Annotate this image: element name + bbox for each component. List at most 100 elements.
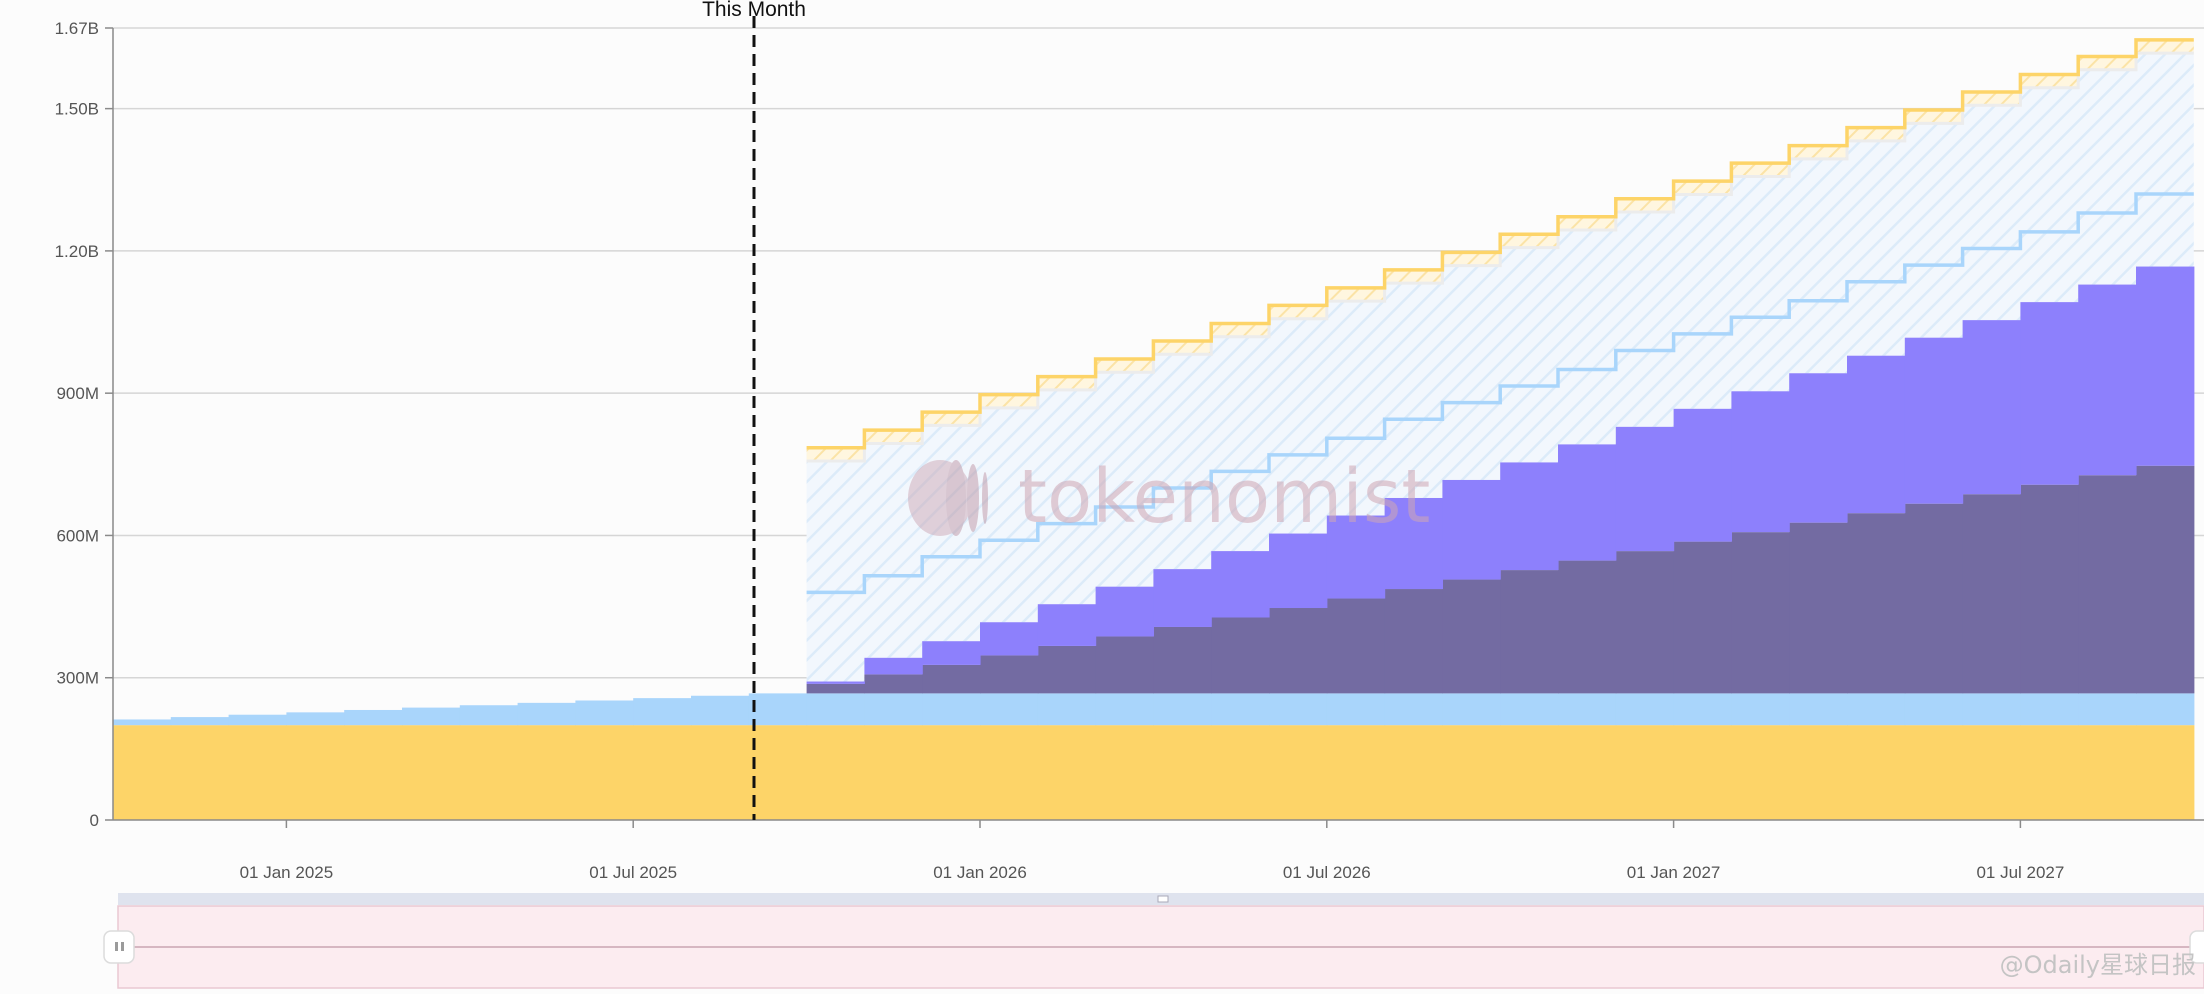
area-step [1673,725,1732,820]
y-tick-label: 1.50B [55,100,99,119]
area-step [806,683,865,694]
area-step [1326,598,1386,694]
watermark-text: tokenomist [1018,454,1430,540]
area-step [1384,589,1443,694]
area-step [1037,604,1097,646]
area-step [1500,725,1559,820]
area-step [1673,693,1732,726]
area-step [806,681,865,684]
area-step [1731,725,1790,820]
area-step [2020,302,2079,485]
area-step [922,693,981,726]
area-step [1442,725,1501,820]
area-step [1211,693,1270,726]
range-navigator[interactable] [103,893,2204,989]
area-step [170,725,230,820]
area-step [1153,725,1212,820]
area-step [1269,608,1328,694]
area-step [2136,266,2195,466]
y-tick-labels: 0 300M 600M 900M 1.20B 1.50B 1.67B [55,19,113,830]
area-step [1789,725,1848,820]
area-step [2078,475,2137,694]
y-tick-label: 0 [90,811,99,830]
area-step [113,725,172,820]
area-step [1442,693,1501,726]
area-step [402,725,461,820]
area-step [1500,693,1559,726]
x-tick-label: 01 Jul 2027 [1976,863,2064,882]
projected-yellow-band [806,39,2194,461]
area-step [1037,693,1097,726]
area-step [806,725,865,820]
area-step [1731,532,1790,694]
area-step [1673,408,1732,542]
area-step [459,705,519,726]
area-step [1789,522,1848,694]
area-step [864,693,923,726]
area-step [1673,541,1732,694]
area-step [1037,725,1097,820]
area-step [864,674,923,694]
projected-area-upper [806,39,2194,593]
area-step [1847,725,1906,820]
area-step [1731,693,1790,726]
area-step [922,641,981,665]
area-step [1615,426,1675,552]
navigator-left-handle[interactable] [103,930,135,964]
this-month-marker: This Month [702,0,806,820]
area-step [1211,551,1270,618]
area-step [286,712,345,726]
area-step [1962,320,2021,495]
area-step [2078,693,2137,726]
x-tick-label: 01 Jan 2027 [1627,863,1721,882]
projected-blue-line [806,192,2194,595]
area-step [980,655,1039,694]
area-step [1211,725,1270,820]
area-step [1384,725,1443,820]
area-step [1847,355,1906,514]
x-tick-label: 01 Jan 2026 [933,863,1027,882]
area-step [1037,645,1097,694]
navigator-grip-top[interactable] [1157,895,1169,903]
area-step [1904,725,1964,820]
area-step [1615,725,1675,820]
area-step [286,725,345,820]
area-step [2020,484,2079,694]
area-step [922,725,981,820]
area-step [1962,693,2021,726]
area-step [633,725,692,820]
area-step [228,725,287,820]
area-step [2020,725,2079,820]
area-step [748,693,808,726]
area-step [806,693,865,726]
projected-area-lower [806,193,2194,682]
area-step [1962,725,2021,820]
area-step [980,725,1039,820]
tokenomist-logo-icon [908,460,988,536]
area-step [1904,693,1964,726]
axes [112,28,2204,821]
x-tick-label: 01 Jul 2025 [589,863,677,882]
area-step [1153,693,1212,726]
area-step [1731,391,1790,533]
area-step [1153,626,1212,694]
area-step [1558,725,1617,820]
area-step [1153,569,1212,627]
area-step [1269,693,1328,726]
area-step [517,725,576,820]
area-step [1558,693,1617,726]
area-step [1615,693,1675,726]
area-step [575,700,634,726]
area-step [980,693,1039,726]
area-step [2078,284,2137,476]
series-0 [113,725,2195,820]
area-step [1269,725,1328,820]
y-tick-label: 600M [56,526,99,545]
area-step [344,709,403,726]
area-step [1962,494,2021,694]
credit: @Odaily星球日报 [2000,951,2196,979]
navigator-right-handle[interactable] [2189,930,2204,964]
area-step [748,725,808,820]
area-step [864,657,923,675]
